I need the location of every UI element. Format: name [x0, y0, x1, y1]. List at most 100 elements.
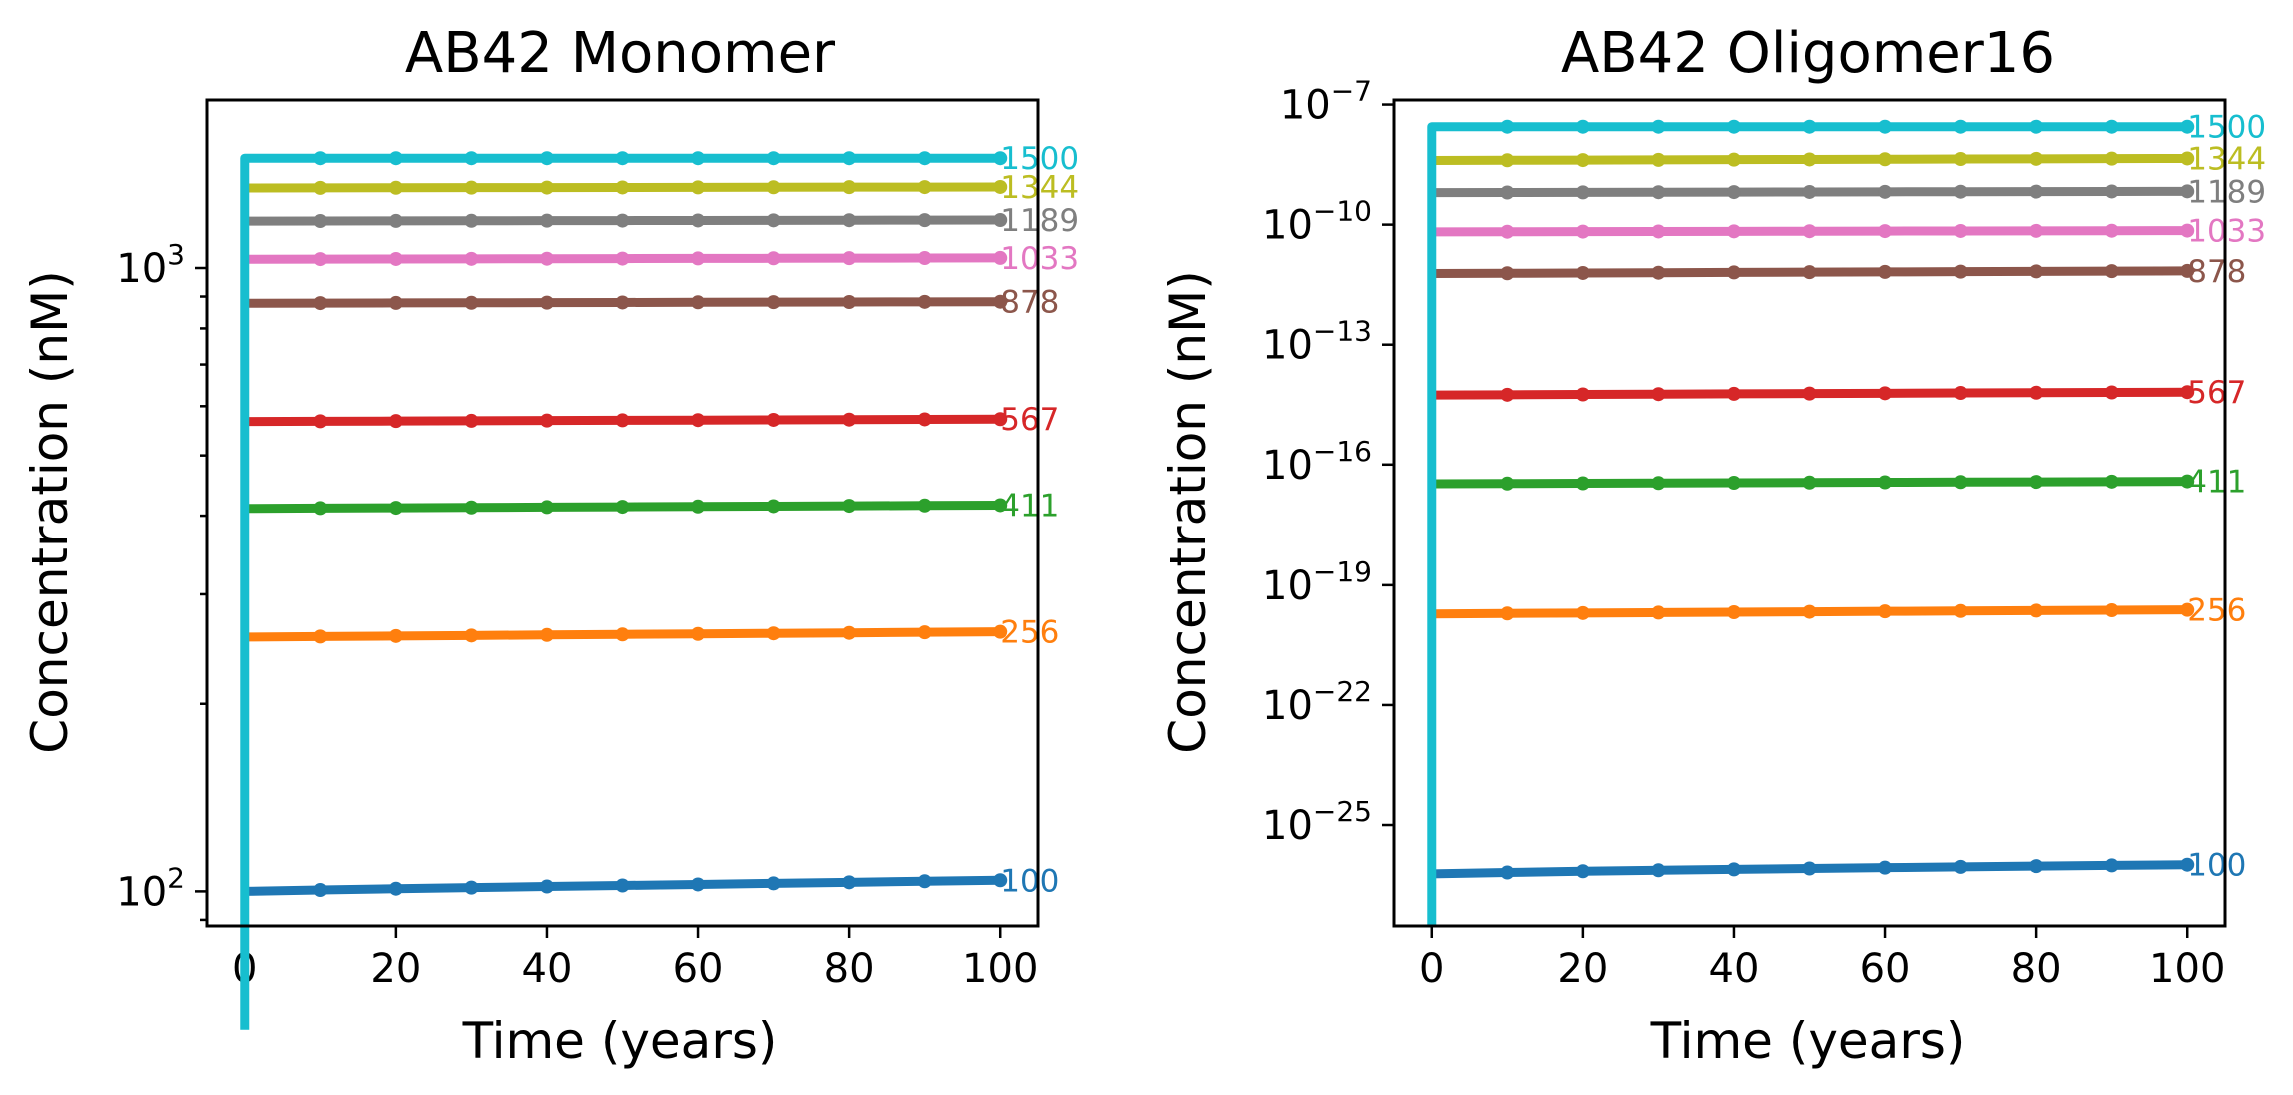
data-point: [1575, 387, 1590, 402]
data-point: [1575, 119, 1590, 134]
series-end-label: 1189: [2187, 174, 2266, 210]
data-point: [1802, 224, 1817, 239]
data-point: [2180, 474, 2195, 489]
data-point: [2029, 603, 2044, 618]
data-point: [1651, 152, 1666, 167]
monomer-chart-panel: AB42 Monomer Time (years) Concentration …: [21, 21, 1079, 1070]
data-point: [1726, 604, 1741, 619]
data-point: [1500, 865, 1515, 880]
chart-title: AB42 Oligomer16: [1561, 21, 2055, 86]
data-point: [2180, 184, 2195, 199]
x-tick-label: 40: [1709, 946, 1760, 992]
series-end-label: 411: [1000, 488, 1059, 524]
data-point: [1878, 860, 1893, 875]
series-256: 256: [244, 615, 1059, 651]
data-point: [1500, 387, 1515, 402]
data-point: [539, 151, 554, 166]
data-point: [1802, 265, 1817, 280]
data-point: [539, 180, 554, 195]
data-point: [1651, 265, 1666, 280]
data-point: [1878, 475, 1893, 490]
data-point: [1878, 264, 1893, 279]
y-tick-label: 10−7: [1280, 75, 1372, 129]
data-point: [1651, 605, 1666, 620]
data-point: [1802, 386, 1817, 401]
series-end-label: 1500: [2187, 110, 2266, 146]
x-tick-label: 20: [1557, 946, 1608, 992]
data-point: [615, 213, 630, 228]
data-point: [464, 251, 479, 266]
data-point: [539, 500, 554, 515]
data-point: [388, 251, 403, 266]
data-point: [313, 414, 328, 429]
series-line: [240, 153, 1001, 1030]
axes-frame: [1392, 98, 2227, 928]
data-point: [993, 250, 1008, 265]
series-end-label: 1344: [2187, 141, 2266, 177]
data-point: [917, 412, 932, 427]
data-point: [993, 498, 1008, 513]
data-point: [993, 412, 1008, 427]
data-point: [691, 877, 706, 892]
data-point: [917, 151, 932, 166]
data-point: [1500, 185, 1515, 200]
data-point: [615, 251, 630, 266]
data-point: [917, 294, 932, 309]
chart-title: AB42 Monomer: [405, 21, 836, 86]
y-axis-label: Concentration (nM): [1159, 270, 1217, 753]
data-point: [691, 151, 706, 166]
data-point: [917, 625, 932, 640]
data-point: [313, 883, 328, 898]
data-point: [1651, 387, 1666, 402]
data-point: [1575, 476, 1590, 491]
data-point: [2104, 603, 2119, 618]
data-point: [1878, 152, 1893, 167]
data-point: [1651, 863, 1666, 878]
data-point: [917, 498, 932, 513]
data-point: [539, 213, 554, 228]
data-point: [1575, 864, 1590, 879]
data-point: [766, 295, 781, 310]
x-tick-label: 20: [370, 946, 421, 992]
data-point: [388, 501, 403, 516]
data-point: [2180, 857, 2195, 872]
data-point: [842, 875, 857, 890]
y-tick-label: 10−25: [1262, 795, 1372, 849]
series-411: 411: [244, 488, 1059, 524]
data-point: [2029, 119, 2044, 134]
data-point: [766, 151, 781, 166]
data-point: [615, 295, 630, 310]
data-point: [2029, 184, 2044, 199]
axes-frame: [205, 98, 1040, 928]
data-point: [1575, 605, 1590, 620]
series-411: 411: [1431, 465, 2246, 501]
data-point: [766, 213, 781, 228]
data-point: [1802, 152, 1817, 167]
data-point: [615, 151, 630, 166]
data-point: [2104, 474, 2119, 489]
data-point: [1878, 184, 1893, 199]
data-point: [388, 628, 403, 643]
series-878: 878: [1431, 254, 2246, 290]
data-point: [1953, 184, 1968, 199]
data-point: [1726, 119, 1741, 134]
data-point: [917, 213, 932, 228]
data-point: [1953, 386, 1968, 401]
series-end-label: 567: [1000, 402, 1059, 438]
data-point: [917, 180, 932, 195]
data-point: [464, 213, 479, 228]
series-567: 567: [1431, 375, 2246, 411]
data-point: [1878, 604, 1893, 619]
data-point: [1878, 119, 1893, 134]
data-point: [1651, 185, 1666, 200]
series-end-label: 256: [1000, 615, 1059, 651]
series-1189: 1189: [244, 203, 1079, 239]
data-point: [1953, 475, 1968, 490]
x-tick-label: 80: [824, 946, 875, 992]
data-point: [993, 179, 1008, 194]
series-end-label: 1033: [1000, 241, 1079, 277]
data-point: [2029, 385, 2044, 400]
x-tick-label: 0: [1419, 946, 1444, 992]
